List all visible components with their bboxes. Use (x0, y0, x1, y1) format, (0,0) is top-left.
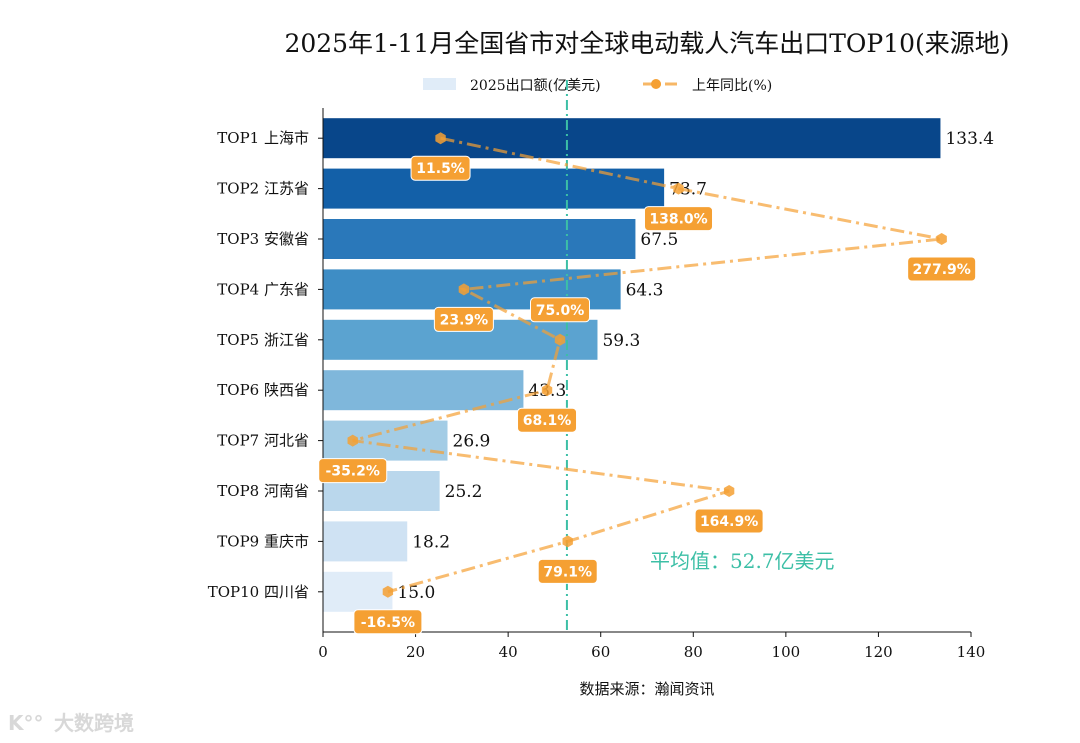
x-axis-label: 数据来源：瀚闻资讯 (579, 680, 714, 698)
yoy-label-box (353, 609, 423, 635)
yoy-label-box (537, 558, 598, 584)
category-tick-label: TOP5 浙江省 (217, 331, 309, 349)
yoy-label-box (907, 256, 977, 282)
watermark-text: 大数跨境 (54, 711, 134, 735)
x-tick-label: 60 (591, 643, 610, 661)
yoy-label: 164.9% (700, 514, 758, 530)
category-tick-label: TOP4 广东省 (217, 280, 309, 298)
category-tick-label: TOP1 上海市 (217, 129, 309, 147)
yoy-label: 75.0% (536, 303, 585, 319)
yoy-marker (673, 182, 684, 195)
x-tick-label: 120 (864, 643, 893, 661)
yoy-label: 79.1% (543, 564, 592, 580)
yoy-label: 11.5% (416, 161, 465, 177)
category-tick-label: TOP2 江苏省 (217, 180, 309, 198)
x-tick-label: 80 (684, 643, 703, 661)
legend-line-marker (651, 79, 661, 89)
yoy-marker (723, 485, 735, 497)
bar-value-label: 15.0 (397, 583, 435, 603)
legend-bar-swatch (423, 78, 456, 90)
bar-value-label: 18.2 (412, 532, 450, 552)
bar (323, 521, 408, 562)
yoy-marker (382, 585, 394, 598)
yoy-label-box (644, 206, 714, 232)
bar-value-label: 26.9 (453, 432, 491, 452)
bar-value-label: 133.4 (945, 129, 994, 149)
yoy-marker (458, 283, 470, 296)
bar (323, 118, 941, 159)
x-tick-label: 0 (318, 643, 328, 661)
bar (323, 571, 393, 612)
bar (323, 420, 448, 461)
yoy-marker (347, 434, 358, 447)
yoy-label: -16.5% (361, 615, 415, 631)
legend-bar-label: 2025出口额(亿美元) (470, 78, 601, 94)
bar-value-label: 67.5 (640, 230, 678, 250)
x-tick-label: 20 (406, 643, 425, 661)
bar (323, 219, 636, 259)
yoy-label: 138.0% (649, 212, 707, 228)
legend: 2025出口额(亿美元) 上年同比(%) (423, 78, 772, 94)
yoy-label-box (517, 407, 578, 433)
legend-line-label: 上年同比(%) (692, 78, 772, 94)
yoy-label-box (410, 155, 471, 181)
x-tick-label: 40 (499, 643, 518, 661)
category-tick-label: TOP9 重庆市 (217, 532, 309, 550)
yoy-label: 68.1% (523, 413, 572, 429)
category-tick-label: TOP7 河北省 (217, 432, 309, 450)
yoy-label: -35.2% (326, 464, 380, 480)
category-tick-label: TOP10 四川省 (208, 583, 309, 601)
watermark-logo-icon: K°° (8, 711, 44, 735)
category-tick-label: TOP8 河南省 (217, 482, 309, 500)
bar (323, 168, 665, 209)
yoy-label: 277.9% (913, 262, 971, 278)
yoy-marker (562, 535, 573, 548)
yoy-marker (554, 333, 566, 346)
bar-value-label: 59.3 (602, 331, 640, 351)
bar-value-label: 25.2 (445, 482, 483, 502)
x-tick-label: 100 (772, 643, 801, 661)
yoy-marker (435, 132, 446, 145)
x-tick-label: 140 (957, 643, 986, 661)
yoy-label-box (433, 306, 494, 332)
yoy-marker (936, 233, 947, 245)
yoy-label-box (530, 297, 591, 323)
average-label: 平均值：52.7亿美元 (650, 549, 835, 573)
bar-value-label: 64.3 (626, 280, 664, 300)
category-tick-label: TOP3 安徽省 (217, 230, 309, 248)
bar (323, 370, 524, 411)
category-tick-label: TOP6 陕西省 (217, 381, 309, 399)
yoy-line (352, 136, 942, 594)
yoy-label-box (694, 508, 764, 534)
yoy-label: 23.9% (440, 312, 489, 328)
yoy-marker (541, 384, 553, 397)
yoy-label-box (318, 458, 388, 484)
chart-title: 2025年1-11月全国省市对全球电动载人汽车出口TOP10(来源地) (284, 29, 1009, 58)
watermark: K°° 大数跨境 (8, 711, 134, 735)
